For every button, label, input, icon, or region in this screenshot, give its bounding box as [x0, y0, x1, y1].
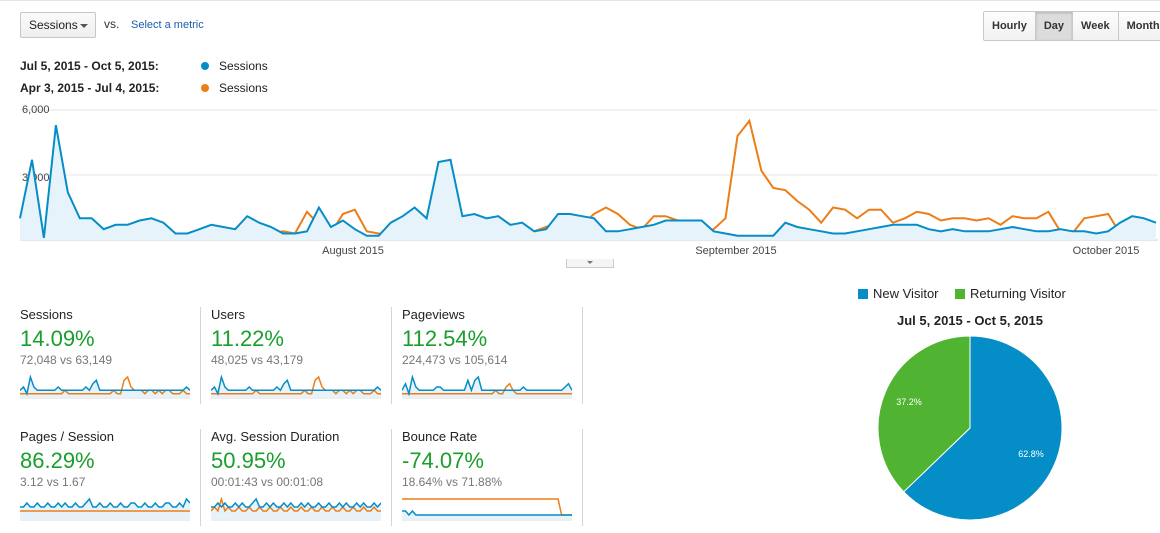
- legend-current-dot: [201, 62, 209, 70]
- pie-slice-label: 37.2%: [896, 397, 922, 407]
- scorecard-change: 50.95%: [211, 448, 286, 473]
- month-button[interactable]: Month: [1117, 12, 1160, 40]
- scorecard-compare: 224,473 vs 105,614: [402, 353, 508, 367]
- scorecard-title: Pageviews: [402, 307, 465, 322]
- scorecard-change: 11.22%: [211, 326, 284, 351]
- scorecard-divider: [200, 429, 201, 526]
- scorecard-sparkline: [20, 497, 190, 521]
- sparkline-current: [402, 509, 572, 517]
- scorecard-divider: [582, 307, 583, 404]
- sparkline-previous: [402, 382, 572, 395]
- pie-legend-returning-visitor[interactable]: Returning Visitor: [955, 286, 1066, 301]
- scorecard-change: 112.54%: [402, 326, 488, 351]
- x-tick-label: August 2015: [322, 245, 384, 257]
- scorecard-compare: 00:01:43 vs 00:01:08: [211, 475, 324, 489]
- pie-slice-new-visitor[interactable]: [903, 335, 1063, 521]
- scorecard-change: 86.29%: [20, 448, 95, 473]
- legend-current-range: Jul 5, 2015 - Oct 5, 2015:: [20, 59, 159, 73]
- sparkline-current: [211, 497, 381, 509]
- hourly-button[interactable]: Hourly: [984, 12, 1035, 40]
- pie-legend-new-visitor[interactable]: New Visitor: [858, 286, 939, 301]
- sparkline-area: [402, 377, 572, 397]
- scorecard-title: Avg. Session Duration: [211, 429, 340, 444]
- scorecard-sessions[interactable]: Sessions 14.09% 72,048 vs 63,149: [20, 307, 190, 407]
- scorecard-change: -74.07%: [402, 448, 484, 473]
- scorecard-sparkline: [211, 497, 381, 521]
- legend-previous-series: Sessions: [219, 81, 268, 95]
- sparkline-area: [211, 499, 381, 519]
- scorecard-divider: [200, 307, 201, 404]
- scorecard-pageviews[interactable]: Pageviews 112.54% 224,473 vs 105,614: [402, 307, 572, 407]
- x-tick-label: September 2015: [695, 245, 776, 257]
- sparkline-current: [20, 375, 190, 396]
- legend-previous-range: Apr 3, 2015 - Jul 4, 2015:: [20, 81, 160, 95]
- scorecard-title: Pages / Session: [20, 429, 114, 444]
- pie-legend-label: Returning Visitor: [970, 286, 1066, 301]
- granularity-toggle: Hourly Day Week Month: [983, 11, 1160, 41]
- pie-title: Jul 5, 2015 - Oct 5, 2015: [897, 313, 1043, 328]
- sparkline-area: [20, 499, 190, 519]
- pie-slice-returning-visitor[interactable]: [877, 335, 971, 493]
- scorecard-divider: [582, 429, 583, 526]
- scorecard-change: 14.09%: [20, 326, 95, 351]
- scorecard-pages-per-session[interactable]: Pages / Session 86.29% 3.12 vs 1.67: [20, 429, 190, 529]
- legend-previous-dot: [201, 84, 209, 92]
- metric-dropdown[interactable]: Sessions: [20, 12, 96, 38]
- scorecard-title: Bounce Rate: [402, 429, 478, 444]
- scorecard-sparkline: [402, 375, 572, 399]
- sessions-line-chart: 6,000 3,000 August 2015 September 2015 O…: [19, 104, 1158, 257]
- scorecard-sparkline: [211, 375, 381, 399]
- sparkline-current: [402, 375, 572, 397]
- day-button[interactable]: Day: [1034, 12, 1073, 40]
- scorecard-divider: [391, 429, 392, 526]
- sparkline-previous: [402, 498, 572, 516]
- legend-swatch: [955, 289, 965, 299]
- x-tick-label: October 2015: [1073, 245, 1140, 257]
- scorecard-users[interactable]: Users 11.22% 48,025 vs 43,179: [211, 307, 381, 407]
- legend-current-series: Sessions: [219, 59, 268, 73]
- vs-label: vs.: [104, 17, 120, 31]
- scorecard-sparkline: [402, 498, 572, 521]
- scorecard-title: Sessions: [20, 307, 73, 322]
- scorecard-divider: [391, 307, 392, 404]
- chart-collapse-toggle[interactable]: [566, 259, 614, 268]
- chevron-down-icon: [80, 24, 88, 28]
- scorecard-bounce-rate[interactable]: Bounce Rate -74.07% 18.64% vs 71.88%: [402, 429, 572, 529]
- scorecard-sparkline: [20, 375, 190, 399]
- scorecard-avg-session-duration[interactable]: Avg. Session Duration 50.95% 00:01:43 vs…: [211, 429, 381, 529]
- select-metric-link[interactable]: Select a metric: [131, 19, 204, 31]
- scorecard-compare: 72,048 vs 63,149: [20, 353, 113, 367]
- y-tick-label: 6,000: [22, 104, 50, 116]
- week-button[interactable]: Week: [1072, 12, 1118, 40]
- sparkline-previous: [211, 375, 381, 395]
- series-area-current: [20, 125, 1156, 240]
- pie-legend-label: New Visitor: [873, 286, 939, 301]
- sparkline-current: [211, 375, 381, 396]
- series-line-current: [19, 125, 1157, 238]
- sparkline-previous: [20, 375, 190, 395]
- visitor-type-pie-chart: 62.8% 37.2%: [877, 335, 1063, 521]
- scorecard-compare: 48,025 vs 43,179: [211, 353, 304, 367]
- chevron-down-icon: [587, 261, 593, 264]
- scorecard-compare: 18.64% vs 71.88%: [402, 475, 503, 489]
- top-divider: [0, 0, 1160, 1]
- pie-slice-label: 62.8%: [1018, 449, 1044, 459]
- scorecard-title: Users: [211, 307, 245, 322]
- metric-dropdown-value: Sessions: [29, 18, 78, 32]
- legend-swatch: [858, 289, 868, 299]
- scorecard-compare: 3.12 vs 1.67: [20, 475, 86, 489]
- sparkline-current: [20, 497, 190, 509]
